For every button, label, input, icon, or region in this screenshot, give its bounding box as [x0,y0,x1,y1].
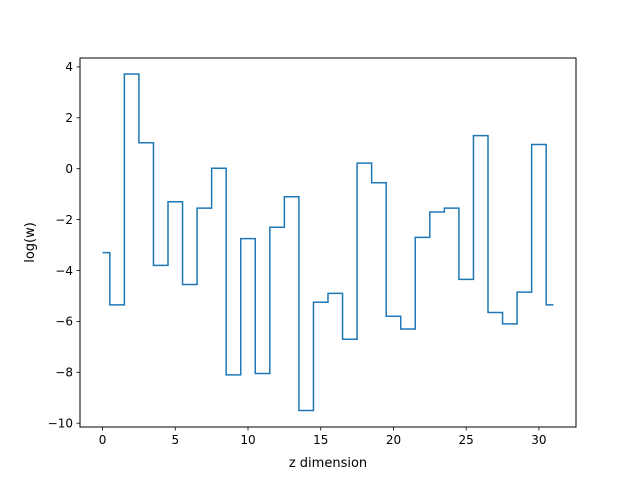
y-tick-label: −6 [55,315,73,329]
y-tick-label: −8 [55,366,73,380]
x-ticks: 0 5 10 15 20 25 30 [99,427,547,447]
y-tick-label: −2 [55,213,73,227]
x-tick-label: 25 [459,433,474,447]
y-axis-label: log(w) [23,222,38,263]
x-tick-label: 15 [313,433,328,447]
series-layer [102,73,554,412]
x-tick-label: 10 [240,433,255,447]
y-tick-label: 2 [65,111,73,125]
y-tick-label: 0 [65,162,73,176]
y-tick-label: 4 [65,60,73,74]
x-tick-label: 20 [386,433,401,447]
x-axis-label: z dimension [289,456,367,471]
y-tick-label: −10 [48,416,73,430]
y-tick-label: −4 [55,264,73,278]
series-line-0 [102,73,554,412]
y-ticks: −10 −8 −6 −4 −2 0 2 4 [48,60,80,430]
x-tick-label: 0 [99,433,107,447]
plot-frame [79,57,577,428]
x-tick-label: 30 [531,433,546,447]
x-tick-label: 5 [171,433,179,447]
